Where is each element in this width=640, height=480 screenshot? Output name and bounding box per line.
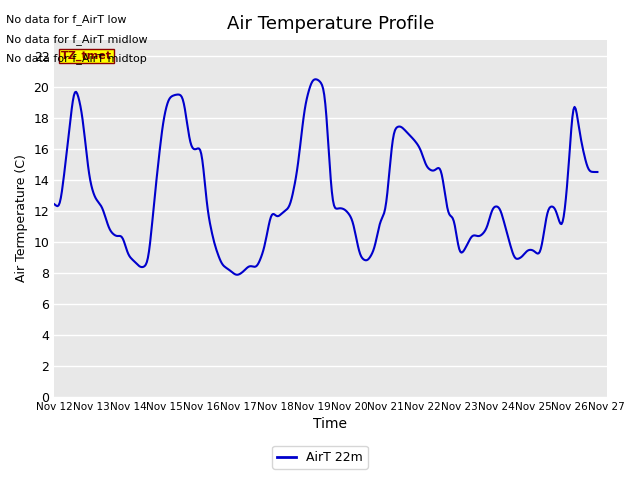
Title: Air Temperature Profile: Air Temperature Profile	[227, 15, 434, 33]
Legend: AirT 22m: AirT 22m	[272, 446, 368, 469]
Text: No data for f_AirT low: No data for f_AirT low	[6, 14, 127, 25]
Text: No data for f_AirT midlow: No data for f_AirT midlow	[6, 34, 148, 45]
Text: No data for f_AirT midtop: No data for f_AirT midtop	[6, 53, 147, 64]
Y-axis label: Air Termperature (C): Air Termperature (C)	[15, 155, 28, 283]
Text: TZ_tmet: TZ_tmet	[61, 51, 112, 61]
X-axis label: Time: Time	[314, 418, 348, 432]
